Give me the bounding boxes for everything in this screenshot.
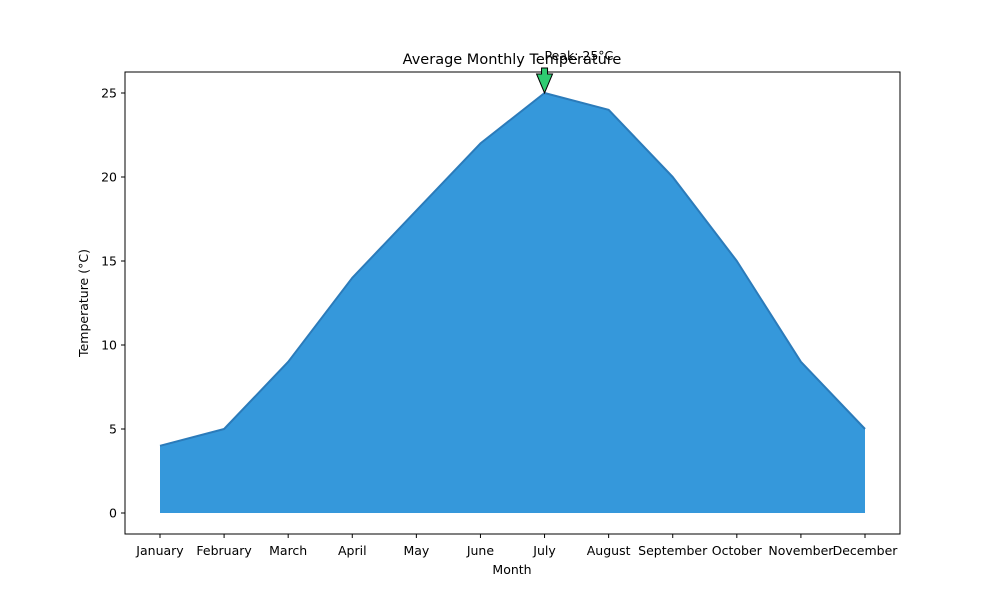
peak-annotation: Peak: 25°C [535, 48, 614, 95]
series-line [159, 92, 866, 447]
area-fill [160, 93, 865, 513]
x-tick-label: May [403, 543, 429, 558]
x-tick-label: July [532, 543, 556, 558]
y-tick-label: 20 [101, 170, 117, 185]
axes-frame [124, 71, 901, 535]
y-axis: 0 5 10 15 20 25 [101, 86, 125, 521]
x-tick-label: September [638, 543, 708, 558]
x-tick-label: June [466, 543, 495, 558]
x-tick-label: April [338, 543, 367, 558]
x-tick-label: January [135, 543, 184, 558]
chart-title: Average Monthly Temperature [403, 52, 622, 68]
peak-arrow [535, 67, 554, 95]
peak-annotation-label: Peak: 25°C [545, 48, 614, 63]
y-axis-label: Temperature (°C) [76, 249, 91, 358]
y-tick-label: 5 [109, 422, 117, 437]
plot-area [159, 92, 866, 513]
x-tick-label: December [833, 543, 899, 558]
x-tick-label: August [587, 543, 631, 558]
x-tick-label: November [768, 543, 834, 558]
x-axis: January February March April May June July Augu… [135, 534, 898, 558]
y-tick-label: 25 [101, 86, 117, 101]
x-tick-label: October [712, 543, 763, 558]
y-tick-label: 0 [109, 506, 117, 521]
y-tick-label: 15 [101, 254, 117, 269]
x-tick-label: February [196, 543, 252, 558]
x-tick-label: March [269, 543, 307, 558]
x-axis-label: Month [492, 562, 531, 577]
y-tick-label: 10 [101, 338, 117, 353]
